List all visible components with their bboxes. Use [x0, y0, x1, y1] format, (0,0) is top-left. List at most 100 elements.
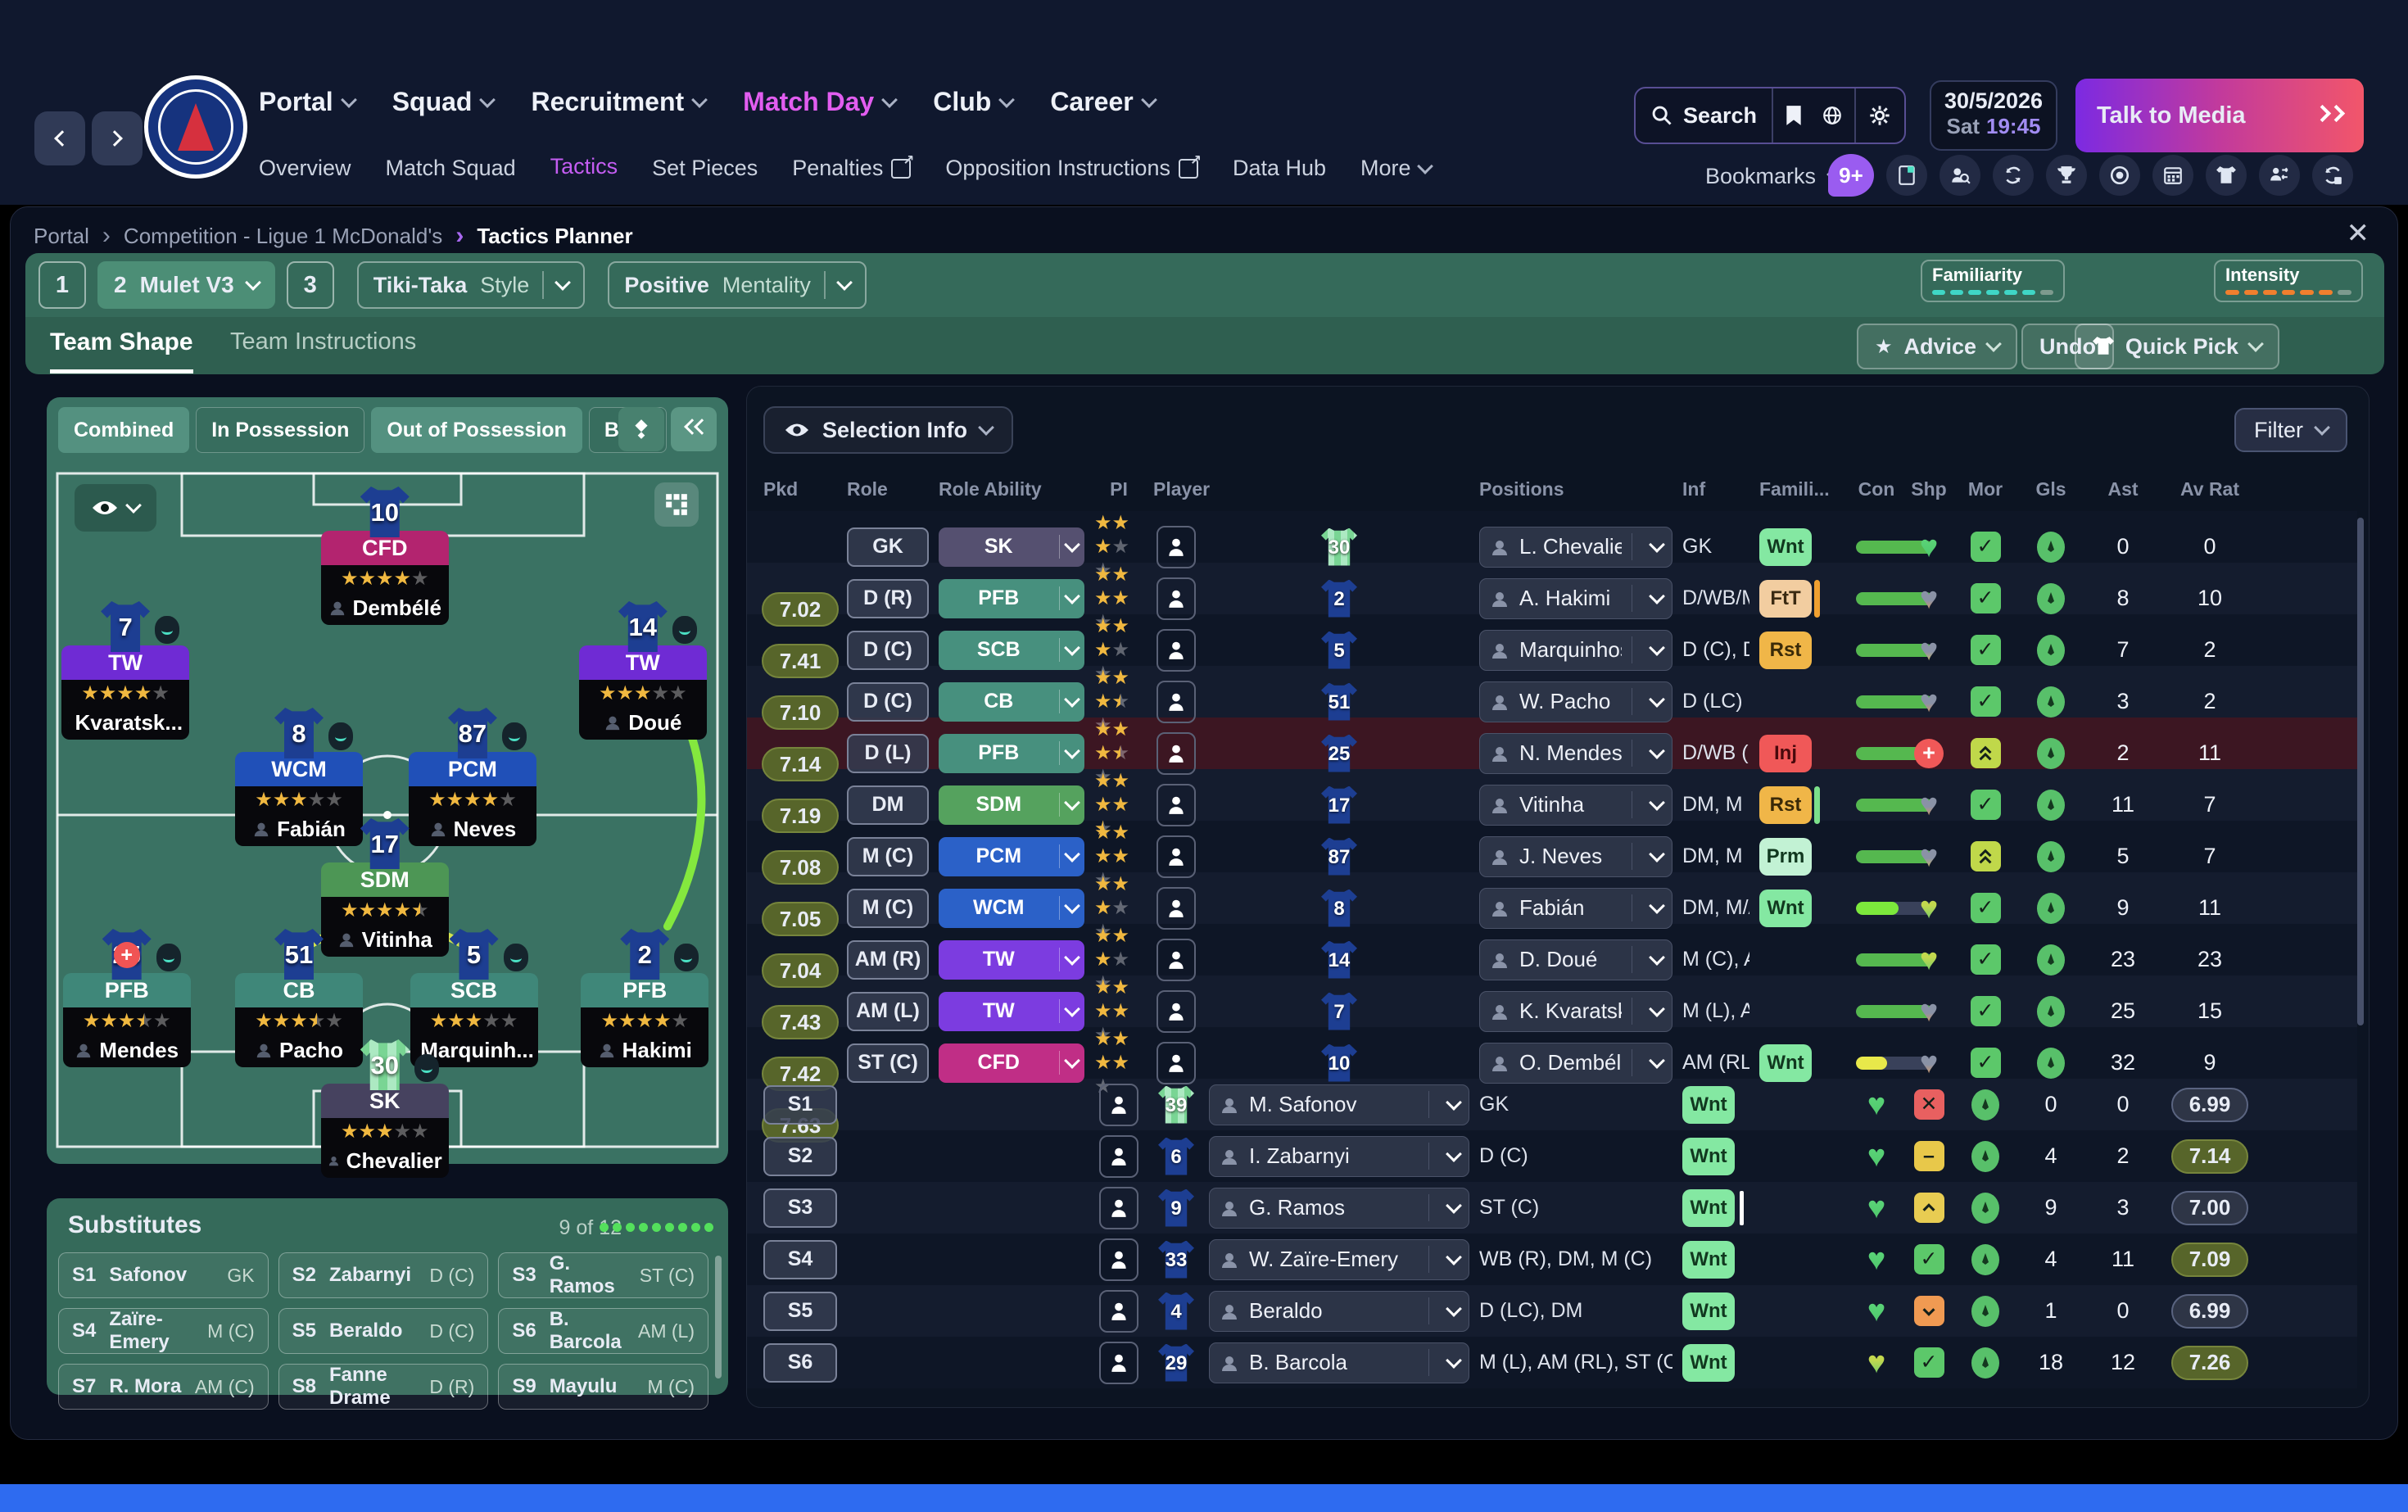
column-header-con[interactable]: Con	[1858, 478, 1895, 500]
column-header-pkd[interactable]: Pkd	[763, 478, 799, 500]
pitch-player-hakimi[interactable]: 2 PFB ★★★★★ Hakimi	[581, 929, 709, 1067]
player-dropdown[interactable]: G. Ramos	[1209, 1187, 1469, 1229]
column-header-av-rat[interactable]: Av Rat	[2180, 478, 2239, 500]
info-badge-wnt[interactable]: Wnt	[1682, 1188, 1735, 1227]
pitch-player-fabi-n[interactable]: 8 WCM ★★★★★ Fabián	[235, 708, 363, 846]
breadcrumb-item[interactable]: Competition - Ligue 1 McDonald's	[123, 223, 443, 248]
column-header-role[interactable]: Role	[847, 478, 888, 500]
picked-position-chip[interactable]: D (C)	[847, 630, 929, 670]
table-scrollbar[interactable]	[2357, 518, 2364, 1025]
player-dropdown[interactable]: Beraldo	[1209, 1290, 1469, 1332]
style-dropdown[interactable]: Tiki-Taka Style	[356, 261, 586, 309]
player-dropdown[interactable]: B. Barcola	[1209, 1342, 1469, 1383]
player-instructions-button[interactable]	[1156, 628, 1196, 672]
pitch-tab-out-of-possession[interactable]: Out of Possession	[371, 407, 582, 453]
info-badge-wnt[interactable]: Wnt	[1682, 1292, 1735, 1330]
notifications-badge[interactable]: 9+	[1828, 154, 1874, 197]
player-dropdown[interactable]: I. Zabarnyi	[1209, 1135, 1469, 1177]
column-header-pi[interactable]: PI	[1110, 478, 1128, 500]
info-badge-wnt[interactable]: Wnt	[1682, 1240, 1735, 1279]
advice-dropdown[interactable]: ★ Advice	[1856, 324, 2017, 369]
info-badge-wnt[interactable]: Wnt	[1759, 889, 1812, 927]
search-button[interactable]: Search	[1636, 88, 1772, 143]
subnav-item-penalties[interactable]: Penalties ↗	[792, 152, 914, 181]
picked-position-chip[interactable]: D (C)	[847, 681, 929, 722]
column-header-mor[interactable]: Mor	[1967, 478, 2003, 500]
shirt-icon[interactable]	[2206, 155, 2247, 196]
info-badge-wnt[interactable]: Wnt	[1759, 527, 1812, 566]
back-button[interactable]	[34, 111, 85, 165]
player-dropdown[interactable]: Vitinha	[1479, 784, 1672, 826]
player-instructions-button[interactable]	[1156, 886, 1196, 930]
info-badge-ftt[interactable]: FtT	[1759, 579, 1812, 618]
player-dropdown[interactable]: M. Safonov	[1209, 1084, 1469, 1125]
gear-icon[interactable]	[1868, 104, 1891, 127]
picked-position-chip[interactable]: D (R)	[847, 578, 929, 618]
inbox-icon[interactable]	[1886, 155, 1927, 196]
close-icon[interactable]: ✕	[2346, 218, 2370, 249]
role-dropdown[interactable]: SDM	[939, 785, 1084, 825]
substitute-s1[interactable]: S1 Safonov GK	[58, 1252, 269, 1298]
calendar-icon[interactable]	[2152, 155, 2193, 196]
picked-position-chip[interactable]: S4	[763, 1239, 837, 1279]
player-instructions-button[interactable]	[1099, 1134, 1138, 1178]
pitch-player-demb-l-[interactable]: 10 CFD ★★★★★ Dembélé	[320, 487, 449, 625]
filter-dropdown[interactable]: Filter	[2234, 408, 2347, 452]
column-header-player[interactable]: Player	[1153, 478, 1211, 500]
scout-search-icon[interactable]	[1940, 155, 1980, 196]
mentality-dropdown[interactable]: Positive Mentality	[608, 261, 867, 309]
info-badge-wnt[interactable]: Wnt	[1682, 1343, 1735, 1382]
column-header-famili-[interactable]: Famili...	[1759, 478, 1830, 500]
picked-position-chip[interactable]: S5	[763, 1291, 837, 1331]
role-dropdown[interactable]: TW	[939, 991, 1084, 1031]
subnav-item-tactics[interactable]: Tactics	[550, 154, 618, 183]
pitch-player-neves[interactable]: 87 PCM ★★★★★ Neves	[408, 708, 536, 846]
pitch-player-dou-[interactable]: 14 TW ★★★★★ Doué	[578, 601, 707, 740]
substitute-s8[interactable]: S8 Fanne Drame D (R)	[278, 1364, 489, 1410]
grid-view-button[interactable]	[654, 482, 699, 527]
nav-item-portal[interactable]: Portal	[259, 87, 357, 117]
substitute-s6[interactable]: S6 B. Barcola AM (L)	[498, 1308, 708, 1354]
info-badge-wnt[interactable]: Wnt	[1682, 1085, 1735, 1124]
subnav-item-overview[interactable]: Overview	[259, 156, 351, 181]
forward-button[interactable]	[92, 111, 143, 165]
talk-to-media-button[interactable]: Talk to Media	[2075, 79, 2364, 152]
player-dropdown[interactable]: N. Mendes	[1479, 732, 1672, 774]
nav-item-match-day[interactable]: Match Day	[743, 87, 898, 117]
bookmark-icon[interactable]	[1784, 105, 1804, 126]
picked-position-chip[interactable]: S2	[763, 1136, 837, 1176]
picked-position-chip[interactable]: AM (R)	[847, 939, 929, 980]
staff-icon[interactable]	[2259, 155, 2300, 196]
player-instructions-button[interactable]	[1156, 783, 1196, 826]
player-instructions-button[interactable]	[1099, 1186, 1138, 1229]
nav-item-recruitment[interactable]: Recruitment	[531, 87, 708, 117]
player-instructions-button[interactable]	[1099, 1341, 1138, 1384]
player-dropdown[interactable]: W. Pacho	[1479, 681, 1672, 722]
substitute-s3[interactable]: S3 G. Ramos ST (C)	[498, 1252, 708, 1298]
info-badge-inj[interactable]: Inj	[1759, 734, 1812, 772]
pitch-player-kvaratsk-[interactable]: 7 TW ★★★★★ Kvaratsk...	[61, 601, 190, 740]
substitute-s7[interactable]: S7 R. Mora AM (C)	[58, 1364, 269, 1410]
player-instructions-button[interactable]	[1156, 835, 1196, 878]
subnav-item-set-pieces[interactable]: Set Pieces	[652, 156, 758, 181]
subnav-item-opposition-instructions[interactable]: Opposition Instructions ↗	[945, 152, 1202, 181]
info-badge-rst[interactable]: Rst	[1759, 631, 1812, 669]
picked-position-chip[interactable]: AM (L)	[847, 991, 929, 1031]
role-dropdown[interactable]: SCB	[939, 630, 1084, 670]
game-date[interactable]: 30/5/2026 Sat 19:45	[1930, 80, 2057, 151]
player-dropdown[interactable]: K. Kvaratskhelia	[1479, 990, 1672, 1032]
player-instructions-button[interactable]	[1156, 525, 1196, 568]
column-header-shp[interactable]: Shp	[1911, 478, 1947, 500]
player-instructions-button[interactable]	[1156, 1041, 1196, 1084]
nav-item-career[interactable]: Career	[1050, 87, 1157, 117]
player-dropdown[interactable]: W. Zaïre-Emery	[1209, 1238, 1469, 1280]
subnav-item-data-hub[interactable]: Data Hub	[1233, 156, 1326, 181]
breadcrumb-item[interactable]: Portal	[34, 223, 89, 248]
info-badge-wnt[interactable]: Wnt	[1759, 1043, 1812, 1082]
nav-item-club[interactable]: Club	[933, 87, 1016, 117]
role-dropdown[interactable]: CB	[939, 681, 1084, 722]
tactic-slot-3[interactable]: 3	[286, 261, 334, 309]
picked-position-chip[interactable]: S3	[763, 1188, 837, 1228]
